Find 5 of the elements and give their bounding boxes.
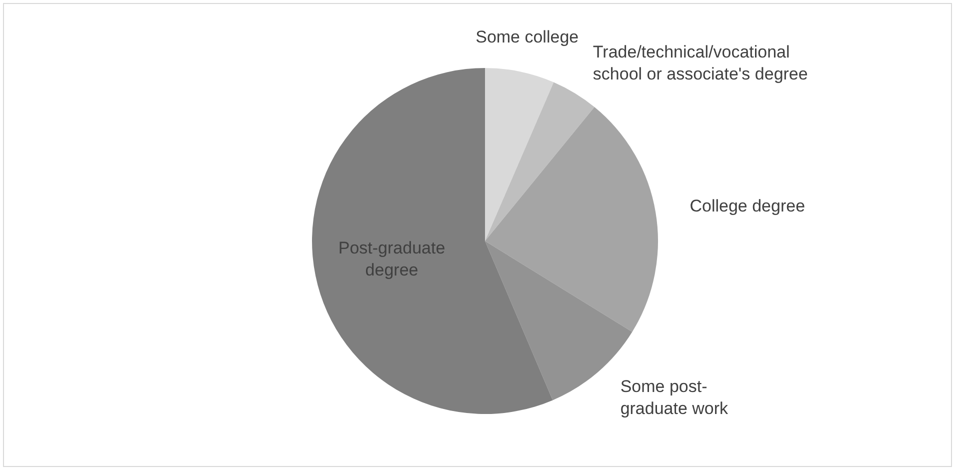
slice-label: College degree [690,196,806,216]
slice-label: Post-graduate degree [338,238,446,280]
slice-label: Trade/technical/vocational school or associate's degree [592,42,808,84]
slice-label: Some post-graduate work [620,377,729,418]
slice-label: Some college [476,27,579,46]
